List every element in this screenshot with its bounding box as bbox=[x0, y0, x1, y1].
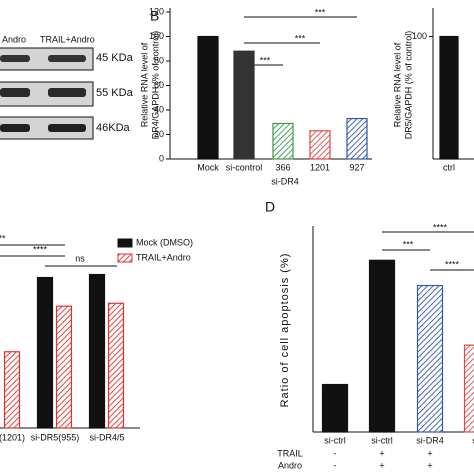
treatment-value: - bbox=[334, 460, 337, 470]
x-tick-label: 927 bbox=[349, 162, 364, 172]
x-tick-label: 1201 bbox=[310, 162, 330, 172]
bar bbox=[36, 276, 54, 429]
y-axis-label: Ratio of cell apoptosis (%) bbox=[279, 253, 291, 408]
significance-label: *** bbox=[295, 33, 306, 43]
blot-column-label: Andro bbox=[2, 34, 26, 44]
bar bbox=[416, 284, 444, 433]
x-tick-label: si-DR4 bbox=[416, 435, 444, 445]
x-tick-label: si-DR5(955) bbox=[31, 432, 80, 442]
blot-band bbox=[0, 55, 30, 62]
y-tick-label: 100 bbox=[149, 31, 164, 41]
significance-label: **** bbox=[433, 222, 448, 232]
blot-band bbox=[0, 88, 30, 97]
bar bbox=[107, 302, 125, 429]
x-tick-label: ctrl bbox=[443, 162, 455, 172]
x-tick-label: Mock bbox=[197, 162, 219, 172]
x-tick-label: si-control bbox=[226, 162, 263, 172]
y-axis-label: Relative RNA level of bbox=[139, 42, 149, 127]
bar bbox=[3, 351, 21, 429]
x-tick-label: si- bbox=[472, 435, 474, 445]
western-blot: Andro TRAIL+Andro 45 KDa 55 KDa 46KDa bbox=[0, 34, 134, 140]
y-tick-label: 40 bbox=[154, 104, 164, 114]
blot-strip bbox=[0, 47, 94, 71]
treatment-label: Andro bbox=[278, 460, 302, 470]
bar bbox=[197, 35, 219, 160]
x-tick-label: si-DR4/5 bbox=[89, 432, 124, 442]
significance-label: *** bbox=[315, 7, 326, 17]
significance-label: *** bbox=[403, 239, 414, 249]
bar bbox=[439, 35, 459, 160]
blot-band bbox=[48, 55, 86, 62]
blot-size-label: 45 KDa bbox=[96, 52, 134, 64]
y-tick-label: 0 bbox=[159, 153, 164, 163]
bar bbox=[55, 305, 73, 429]
x-axis-label: si-DR4 bbox=[271, 176, 299, 186]
x-tick-label: si-ctrl bbox=[371, 435, 393, 445]
legend-label: Mock (DMSO) bbox=[136, 237, 193, 247]
significance-label: *** bbox=[260, 55, 271, 65]
y-tick-label: 60 bbox=[154, 80, 164, 90]
y-tick-label: 120 bbox=[149, 6, 164, 16]
bar bbox=[88, 273, 106, 429]
bar bbox=[368, 259, 396, 433]
significance-label: **** bbox=[445, 259, 460, 269]
significance-label: **** bbox=[33, 244, 48, 254]
bar bbox=[233, 50, 255, 160]
panel-label: D bbox=[265, 199, 275, 215]
x-tick-label: si-ctrl bbox=[324, 435, 346, 445]
blot-band bbox=[0, 124, 30, 132]
x-tick-label: (1201) bbox=[0, 432, 25, 442]
panel-label: B bbox=[150, 8, 159, 24]
y-axis-label: DR5/GAPDH (% of control) bbox=[403, 31, 413, 140]
bar bbox=[463, 344, 474, 433]
bar bbox=[321, 383, 349, 433]
treatment-label: TRAIL bbox=[277, 448, 303, 458]
treatment-value: - bbox=[334, 448, 337, 458]
blot-strip bbox=[0, 116, 94, 140]
y-axis-label: Relative RNA level of bbox=[392, 42, 402, 127]
y-tick-label: 100 bbox=[412, 31, 427, 41]
blot-column-label: TRAIL+Andro bbox=[40, 34, 95, 44]
treatment-value: + bbox=[379, 448, 384, 458]
blot-size-label: 46KDa bbox=[96, 122, 131, 134]
bar bbox=[309, 130, 331, 160]
legend-label: TRAIL+Andro bbox=[136, 252, 191, 262]
x-tick-label: 366 bbox=[275, 162, 290, 172]
blot-band bbox=[48, 124, 86, 132]
legend-swatch bbox=[117, 238, 133, 248]
legend-swatch bbox=[117, 253, 133, 263]
treatment-value: + bbox=[427, 460, 432, 470]
blot-band bbox=[48, 88, 86, 97]
significance-label: ns bbox=[75, 253, 85, 263]
y-tick-label: 80 bbox=[154, 55, 164, 65]
treatment-value: + bbox=[379, 460, 384, 470]
significance-label: ** bbox=[0, 233, 6, 243]
y-tick-label: 20 bbox=[154, 129, 164, 139]
bar bbox=[346, 117, 368, 160]
treatment-value: + bbox=[427, 448, 432, 458]
bar bbox=[272, 122, 294, 160]
blot-size-label: 55 KDa bbox=[96, 87, 134, 99]
y-axis-label: DR4/GAPDH (% of control) bbox=[150, 31, 160, 140]
